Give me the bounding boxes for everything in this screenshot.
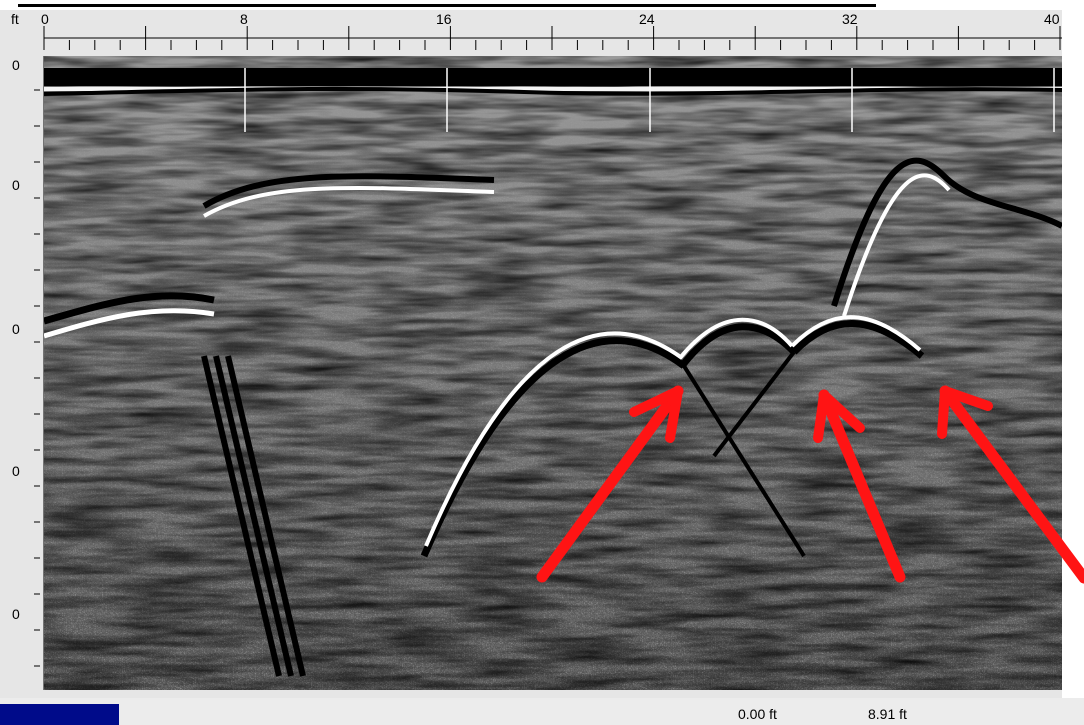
reflector	[202, 173, 495, 209]
ruler-tick-label: 32	[842, 11, 858, 27]
reflector	[203, 186, 495, 218]
red-arrow-head	[813, 390, 865, 443]
status-bar	[0, 698, 1084, 725]
reflector	[43, 308, 215, 339]
ruler-unit-label: ft	[11, 11, 19, 27]
depth-label: 0	[12, 57, 20, 73]
ruler-tick-label: 24	[639, 11, 655, 27]
ruler-tick-label: 16	[436, 11, 452, 27]
red-arrow	[536, 385, 684, 583]
target-hyperbolas	[420, 315, 925, 558]
red-arrow	[939, 385, 1084, 584]
ruler-tick-label: 0	[41, 11, 49, 27]
surface-reflection	[44, 68, 1062, 86]
ruler-tick-label: 8	[240, 11, 248, 27]
depth-label: 0	[12, 321, 20, 337]
depth-label: 0	[12, 463, 20, 479]
depth-label: 0	[12, 177, 20, 193]
position-readout: 0.00 ft	[738, 706, 777, 722]
clutter-band	[201, 355, 306, 677]
red-arrow	[818, 389, 906, 583]
hyperbola	[831, 157, 1064, 307]
progress-indicator	[0, 704, 119, 725]
depth-label: 0	[12, 606, 20, 622]
distance-readout: 8.91 ft	[868, 706, 907, 722]
ruler-tick-label: 40	[1044, 11, 1060, 27]
reflector	[43, 292, 215, 325]
red-arrow-head	[629, 386, 683, 443]
near-surface-reflector	[43, 86, 1063, 96]
radargram-image	[43, 56, 1064, 690]
noise-texture	[44, 56, 1062, 690]
red-arrow-head	[937, 386, 993, 439]
surface-reflection	[44, 87, 1062, 91]
radargram-svg	[43, 56, 1064, 690]
title-underline	[18, 4, 876, 7]
hyperbola	[842, 173, 951, 317]
